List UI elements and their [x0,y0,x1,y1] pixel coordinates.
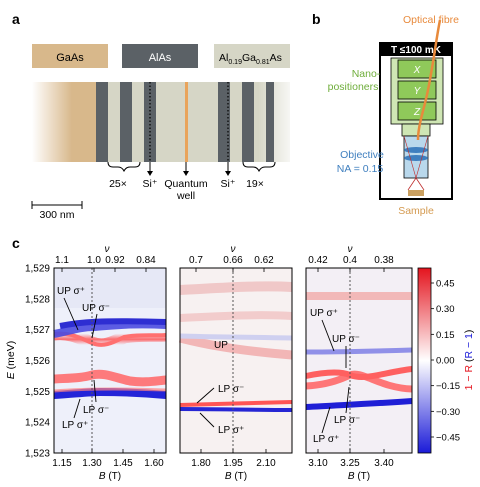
panel-b: b Optical fibre T ≤100 mK X Y Z Nano- po… [312,11,459,217]
s2-lp-sigma-minus: LP σ⁻ [218,384,244,395]
panel-a-label: a [12,11,20,27]
nu-tick-label: 0.92 [105,255,125,266]
nu-tick-label: 0.66 [223,255,243,266]
stage-z-label: Z [413,107,421,118]
s3-up-sigma-plus: UP σ⁺ [310,308,338,319]
s3-lp-sigma-plus: LP σ⁺ [313,434,339,445]
colorbar-tick-label: −0.45 [436,433,460,444]
sample-label: Sample [398,205,434,217]
stage-y-label: Y [414,86,422,97]
y-tick-label: 1,523 [25,449,50,460]
quantum-well-label-1: Quantum [164,178,207,190]
y-tick-label: 1,528 [25,294,50,305]
x-axis-label: B (T) [348,471,370,482]
nu-symbol: ν [348,244,353,255]
y-tick-label: 1,526 [25,356,50,367]
x-tick-label: 1.80 [191,458,211,469]
stage-x [397,59,437,79]
temperature-label: T ≤100 mK [391,45,442,56]
gaas-layer-box [32,44,108,68]
panel-a: a GaAs AlAs Al0.19Ga0.81As [12,11,298,221]
x-tick-label: 1.15 [52,458,72,469]
stage-x-label: X [413,65,421,76]
subplot-1 [53,267,167,454]
x-axis-label: B (T) [99,471,121,482]
nanopositioners-label-2: positioners [328,81,379,93]
x-axis-label: B (T) [225,471,247,482]
colorbar-tick-label: 0.30 [436,304,455,315]
nanopositioners-label-1: Nano- [352,68,381,80]
nu-symbol: ν [231,244,236,255]
nu-tick-label: 0.38 [374,255,394,266]
s2-lp-sigma-plus: LP σ⁺ [218,425,244,436]
subplot-3 [305,267,413,454]
x-tick-label: 1.30 [82,458,102,469]
subplot-2-annotations: UP LP σ⁻ LP σ⁺ [196,340,244,436]
subplot-1-annotations: UP σ⁺ UP σ⁻ LP σ⁻ LP σ⁺ [57,286,110,431]
nu-tick-label: 0.42 [308,255,328,266]
x-tick-label: 3.40 [374,458,394,469]
stage-z [397,101,437,121]
x-tick-label: 1.60 [144,458,164,469]
alas-label: AlAs [149,52,172,64]
sample-block [408,190,424,196]
x-tick-label: 1.45 [113,458,133,469]
gaas-label: GaAs [56,52,84,64]
s3-lp-sigma-minus: LP σ⁻ [334,415,360,426]
scalebar-label: 300 nm [39,209,74,221]
y-axis-label: E (meV) [5,341,17,380]
objective-label-1: Objective [340,149,384,161]
nu-tick-label: 0.62 [254,255,274,266]
nu-tick-label: 1.1 [55,255,69,266]
s1-up-sigma-plus: UP σ⁺ [57,286,85,297]
colorbar-tick-label: −0.30 [436,407,460,418]
panel-b-label: b [312,11,321,27]
x-tick-label: 1.95 [223,458,243,469]
repeat-right-label: 19× [246,178,264,190]
s1-up-sigma-minus: UP σ⁻ [82,303,110,314]
nu-tick-label: 0.84 [136,255,156,266]
heterostructure [32,82,298,162]
x-tick-label: 2.10 [256,458,276,469]
quantum-well-label-2: well [176,190,195,202]
s2-up: UP [214,340,228,351]
objective-label-2: NA = 0.15 [337,163,384,175]
si-right-label: Si⁺ [221,178,236,190]
nu-tick-label: 0.7 [189,255,203,266]
colorbar-tick-label: −0.15 [436,381,460,392]
nu-tick-label: 0.4 [343,255,357,266]
y-tick-label: 1,529 [25,264,50,275]
colorbar-tick-label: 0.00 [436,356,455,367]
panel-c: c 1,529 1,528 1,527 1,526 1,525 1,524 1,523 E … [5,235,475,482]
colorbar-tick-label: 0.15 [436,330,455,341]
optical-fibre [416,19,442,141]
algaas-label: Al0.19Ga0.81As [219,52,282,66]
subplot-2-frame [179,267,293,454]
x-tick-label: 3.25 [340,458,360,469]
y-tick-label: 1,527 [25,325,50,336]
nu-symbol: ν [105,244,110,255]
repeat-left-label: 25× [109,178,127,190]
nu-tick-label: 1.0 [87,255,101,266]
optical-fibre-label: Optical fibre [403,14,459,26]
algaas-layer-box [214,44,290,68]
alas-layer-box [122,44,198,68]
colorbar-label: 1 − R (R − 1) [463,330,475,391]
panel-c-label: c [12,235,20,251]
si-left-label: Si⁺ [143,178,158,190]
subplot-3-annotations: UP σ⁺ UP σ⁻ LP σ⁻ LP σ⁺ [310,308,360,445]
colorbar: 0.45 0.30 0.15 0.00 −0.15 −0.30 −0.45 1 − R (R… [417,267,475,454]
y-tick-label: 1,525 [25,387,50,398]
y-tick-label: 1,524 [25,418,50,429]
s1-lp-sigma-plus: LP σ⁺ [62,420,88,431]
subplot-2 [178,267,293,454]
scalebar [31,201,83,209]
subplot-3-frame [305,267,413,454]
s3-up-sigma-minus: UP σ⁻ [332,334,360,345]
colorbar-tick-label: 0.45 [436,279,455,290]
s1-lp-sigma-minus: LP σ⁻ [83,405,109,416]
subplot-1-frame [53,267,167,454]
x-tick-label: 3.10 [308,458,328,469]
